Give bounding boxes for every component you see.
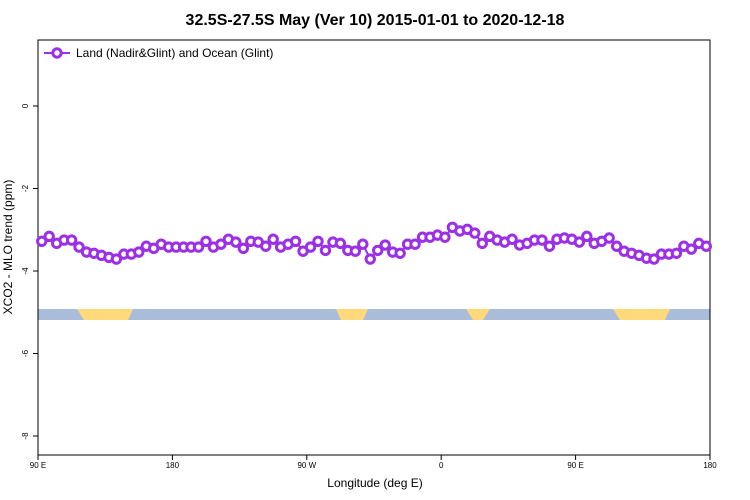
x-tick-label: 180 <box>703 461 717 470</box>
data-point <box>260 240 272 252</box>
data-point <box>685 243 698 255</box>
data-point <box>192 241 205 253</box>
data-point <box>289 235 302 248</box>
data-point <box>110 253 123 265</box>
land-band <box>336 309 368 320</box>
data-point <box>536 234 548 246</box>
data-point <box>65 234 78 246</box>
data-point <box>603 232 615 244</box>
y-tick-label: -6 <box>21 349 30 357</box>
y-axis-label: XCO2 - MLO trend (ppm) <box>1 180 15 315</box>
legend-marker <box>51 47 63 59</box>
x-tick-label: 90 E <box>30 461 46 470</box>
x-tick-label: 180 <box>166 461 180 470</box>
data-point <box>36 235 48 248</box>
data-point <box>409 238 421 250</box>
data-point <box>372 244 384 257</box>
data-point <box>230 236 242 248</box>
data-point <box>43 230 55 243</box>
data-point <box>573 236 586 248</box>
data-point <box>394 247 406 259</box>
y-tick-label: -2 <box>21 184 30 192</box>
data-point <box>670 247 683 259</box>
y-tick-label: -4 <box>21 267 30 275</box>
data-point <box>267 233 279 245</box>
data-point <box>349 245 362 257</box>
data-point <box>237 242 250 255</box>
data-point <box>357 238 369 250</box>
data-point <box>200 235 212 248</box>
chart-title: 32.5S-27.5S May (Ver 10) 2015-01-01 to 2… <box>186 12 565 29</box>
legend-label: Land (Nadir&Glint) and Ocean (Glint) <box>76 46 273 60</box>
data-point <box>304 241 317 253</box>
data-point <box>312 235 324 248</box>
ocean-band <box>38 309 710 320</box>
x-axis-label: Longitude (deg E) <box>327 476 422 490</box>
land-band <box>466 309 490 320</box>
x-tick-label: 90 W <box>297 461 316 470</box>
x-tick-label: 90 E <box>567 461 583 470</box>
data-point <box>506 233 518 245</box>
y-tick-label: -8 <box>21 432 30 440</box>
data-point <box>610 240 623 252</box>
x-tick-label: 0 <box>439 461 444 470</box>
data-point <box>439 231 451 243</box>
data-point <box>469 227 481 239</box>
data-point <box>581 230 593 243</box>
data-point <box>648 253 660 265</box>
land-band <box>77 309 133 320</box>
land-band <box>613 309 670 320</box>
data-point <box>364 253 376 265</box>
data-point <box>215 238 227 250</box>
data-point <box>319 244 332 257</box>
data-point <box>700 240 712 252</box>
data-point <box>476 237 488 250</box>
data-point <box>379 239 391 251</box>
data-point <box>334 237 347 250</box>
y-tick-label: 0 <box>21 103 30 108</box>
data-point <box>543 240 556 252</box>
data-point <box>73 241 85 253</box>
land-ocean-strip <box>38 309 710 320</box>
data-point <box>133 246 145 258</box>
